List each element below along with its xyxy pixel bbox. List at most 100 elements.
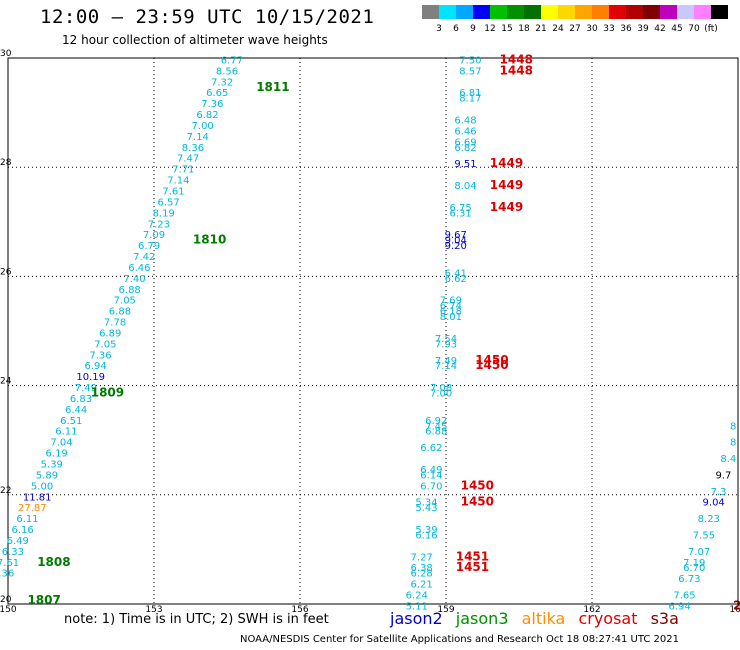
data-point-label: 6.46: [128, 263, 150, 274]
pass-time-label: 1808: [37, 555, 70, 569]
pass-time-label: 1807: [27, 593, 60, 607]
data-point-label: 6.82: [454, 143, 476, 154]
data-point-label: 7.19: [683, 558, 705, 569]
pass-time-label: 1450: [461, 478, 494, 492]
data-point-label: 7.14: [187, 132, 209, 143]
data-point-label: 7.08: [430, 383, 452, 394]
pass-time-label: 1450: [475, 358, 508, 372]
data-point-label: 9.04: [703, 498, 725, 509]
x-tick-label: 165: [729, 605, 740, 612]
colorbar-label: 45: [671, 24, 682, 34]
data-point-label: 7.00: [430, 389, 452, 400]
data-point-label: 6.49: [420, 465, 442, 476]
data-point-label: 6.94: [84, 361, 106, 372]
data-point-label: 6.77: [221, 55, 243, 66]
data-point-label: 8.56: [216, 66, 238, 77]
pass-time-label: 1809: [91, 386, 124, 400]
footer-note: note: 1) Time is in UTC; 2) SWH is in fe…: [64, 612, 329, 627]
data-point-label: 6.36: [0, 569, 14, 580]
colorbar-label: (ft): [704, 24, 718, 34]
data-point-label: 6.65: [206, 88, 228, 99]
y-tick-label: 30: [0, 49, 12, 59]
data-point-label: 7.65: [673, 591, 695, 602]
x-tick-label: 162: [583, 605, 600, 612]
data-point-label: 5.39: [415, 525, 437, 536]
data-point-label: 8.04: [454, 181, 476, 192]
colorbar-label: 30: [586, 24, 598, 34]
data-point-label: 6.14: [420, 470, 442, 481]
data-point-label: 6.74: [440, 301, 462, 312]
y-tick-label: 26: [0, 267, 12, 277]
data-point-label: 10.19: [76, 372, 105, 383]
data-point-label: 7.55: [693, 530, 715, 541]
colorbar-label: 3: [436, 24, 442, 34]
colorbar-swatch: [711, 5, 728, 19]
data-point-label: 7.93: [435, 339, 457, 350]
data-point-label: 6.16: [11, 525, 33, 536]
data-point-label: 9.67: [445, 230, 467, 241]
data-point-label: 8: [730, 421, 736, 432]
data-point-label: 5.43: [415, 503, 437, 514]
page-subtitle: 12 hour collection of altimeter wave hei…: [62, 33, 328, 47]
colorbar-label: 18: [518, 24, 530, 34]
colorbar-label: 33: [603, 24, 614, 34]
data-point-label: 8.23: [698, 514, 720, 525]
data-point-label: 5.11: [406, 601, 428, 612]
data-point-label: 6.75: [449, 203, 471, 214]
data-point-label: 6.31: [449, 208, 471, 219]
data-point-label: 6.57: [157, 197, 179, 208]
x-tick-label: 153: [145, 605, 162, 612]
data-point-label: 6.44: [65, 405, 87, 416]
data-point-label: 9.04: [445, 236, 467, 247]
colorbar-swatch: [524, 5, 541, 19]
colorbar-label: 39: [637, 24, 649, 34]
data-point-label: 7.47: [177, 154, 199, 165]
colorbar-label: 70: [688, 24, 700, 34]
colorbar-swatch: [507, 5, 524, 19]
data-point-label: 6.51: [60, 416, 82, 427]
legend-jason2: jason2: [390, 609, 443, 628]
data-point-label: 6.49: [7, 536, 29, 547]
data-point-label: 7.05: [94, 339, 116, 350]
pass-time-label: 1450: [475, 353, 508, 367]
data-point-label: 5.00: [31, 481, 53, 492]
y-tick-label: 28: [0, 158, 12, 168]
data-point-label: 8.57: [459, 66, 481, 77]
colorbar-label: 27: [569, 24, 580, 34]
colorbar-label: 6: [453, 24, 459, 34]
pass-time-label: 1448: [500, 63, 533, 77]
footer-credit: NOAA/NESDIS Center for Satellite Applica…: [240, 634, 679, 645]
colorbar-swatch: [609, 5, 626, 19]
data-point-label: 6.48: [454, 116, 476, 127]
data-point-label: 6.92: [425, 416, 447, 427]
legend-s3a: s3a: [650, 609, 679, 628]
pass-time-label: 1810: [193, 233, 226, 247]
data-point-label: 6.33: [2, 547, 24, 558]
data-point-label: 8.17: [459, 94, 481, 105]
data-point-label: 7.50: [459, 55, 481, 66]
data-point-label: 7.07: [688, 547, 710, 558]
data-point-label: 8.36: [182, 143, 204, 154]
x-tick-label: 156: [291, 605, 308, 612]
data-point-label: 7.05: [114, 296, 136, 307]
pass-time-label: 1451: [456, 560, 489, 574]
satellite-legend: jason2 jason3 altika cryosat s3a: [390, 609, 687, 628]
legend-jason3: jason3: [455, 609, 509, 628]
pass-time-label: 1449: [490, 156, 523, 170]
colorbar-label: 15: [501, 24, 512, 34]
x-tick-label: 150: [0, 605, 17, 612]
colorbar-swatch: [541, 5, 558, 19]
data-point-label: 6.11: [16, 514, 38, 525]
data-point-label: 6.81: [459, 88, 481, 99]
data-point-label: 11.81: [23, 492, 52, 503]
colorbar-swatch: [643, 5, 660, 19]
chart-plot: 1501531561591621652022242628306.778.567.…: [0, 49, 740, 612]
data-point-label: 6.46: [454, 126, 476, 137]
pass-time-label: 1451: [456, 549, 489, 563]
data-point-label: 6.62: [420, 443, 442, 454]
data-point-label: 6.88: [425, 427, 447, 438]
colorbar-swatch: [660, 5, 677, 19]
data-point-label: 9.20: [445, 241, 467, 252]
data-point-label: 7.45: [425, 421, 447, 432]
data-point-label: 7.42: [133, 252, 155, 263]
